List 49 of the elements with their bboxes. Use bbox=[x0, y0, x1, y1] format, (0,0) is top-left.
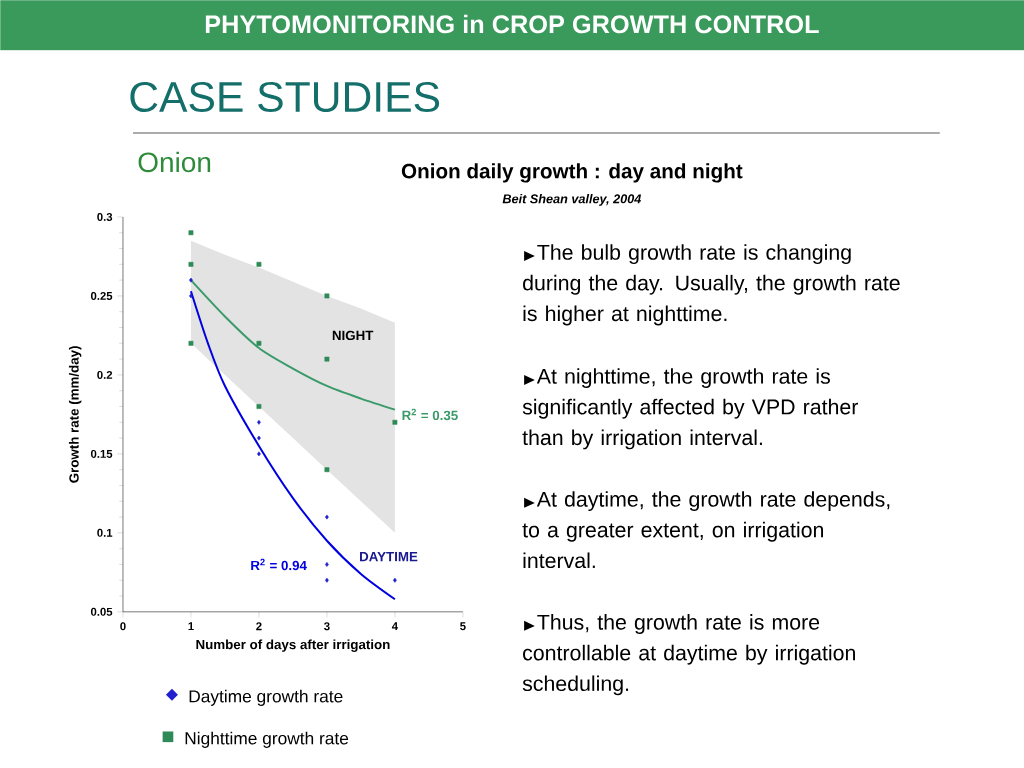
x-tick-label: 2 bbox=[256, 622, 262, 631]
x-tick-label: 5 bbox=[460, 622, 466, 631]
point bbox=[256, 341, 262, 346]
annotation: NIGHT bbox=[332, 330, 374, 341]
point bbox=[257, 451, 261, 457]
x-tick-label: 3 bbox=[324, 622, 330, 631]
text: PHYTOMONITORING in CROP GROWTH CONTROL bbox=[205, 14, 819, 34]
point bbox=[257, 419, 261, 425]
y-tick-label: 0.25 bbox=[90, 292, 113, 301]
point bbox=[393, 577, 397, 583]
point bbox=[325, 514, 329, 520]
point bbox=[324, 293, 330, 299]
text: Thus, the growth rate is more controllable at daytime by irrigation scheduling. bbox=[522, 614, 855, 696]
point bbox=[188, 262, 194, 267]
point bbox=[324, 356, 330, 362]
text: Onion bbox=[138, 151, 211, 173]
x-tick-label: 1 bbox=[188, 622, 194, 631]
point bbox=[188, 230, 194, 236]
point bbox=[256, 404, 262, 409]
annotation: R$^{2}$ = 0.35 bbox=[402, 408, 458, 421]
text: CASE STUDIES bbox=[130, 81, 440, 113]
point bbox=[256, 262, 262, 267]
text: The bulb growth rate is changing during the day. Usually, the growth rate is higher at nighttime. bbox=[523, 244, 900, 326]
point bbox=[188, 341, 194, 346]
point bbox=[257, 435, 261, 441]
point bbox=[189, 277, 193, 283]
annotation: R$^{2}$ = 0.94 bbox=[251, 558, 307, 571]
point bbox=[325, 577, 329, 583]
point bbox=[189, 293, 193, 299]
x-tick-label: 4 bbox=[391, 622, 398, 631]
x-axis-title: Number of days after irrigation bbox=[196, 639, 390, 652]
y-tick-label: 0.1 bbox=[97, 528, 113, 537]
y-tick-label: 0.05 bbox=[90, 607, 113, 616]
point bbox=[325, 562, 329, 567]
y-tick-label: 0.15 bbox=[90, 449, 113, 458]
legend-label: Nighttime growth rate bbox=[185, 731, 349, 748]
text: At nighttime, the growth rate is significantly affected by VPD rather than by irrigation interval. bbox=[522, 368, 859, 450]
legend-label: Daytime growth rate bbox=[189, 689, 343, 706]
y-tick-label: 0.3 bbox=[97, 213, 113, 222]
y-tick-label: 0.2 bbox=[97, 370, 113, 379]
x-tick-label: 0 bbox=[120, 622, 126, 631]
text: Beit Shean valley, 2004 bbox=[502, 194, 642, 206]
point bbox=[392, 419, 398, 425]
text: Onion daily growth : day and night bbox=[401, 163, 743, 183]
text: At daytime, the growth rate depends, to a greater extent, on irrigation interval. bbox=[522, 491, 890, 569]
y-axis-title: Growth rate (mm/day) bbox=[68, 346, 82, 483]
point bbox=[324, 467, 330, 473]
annotation: DAYTIME bbox=[360, 552, 418, 562]
line-series bbox=[189, 279, 396, 411]
